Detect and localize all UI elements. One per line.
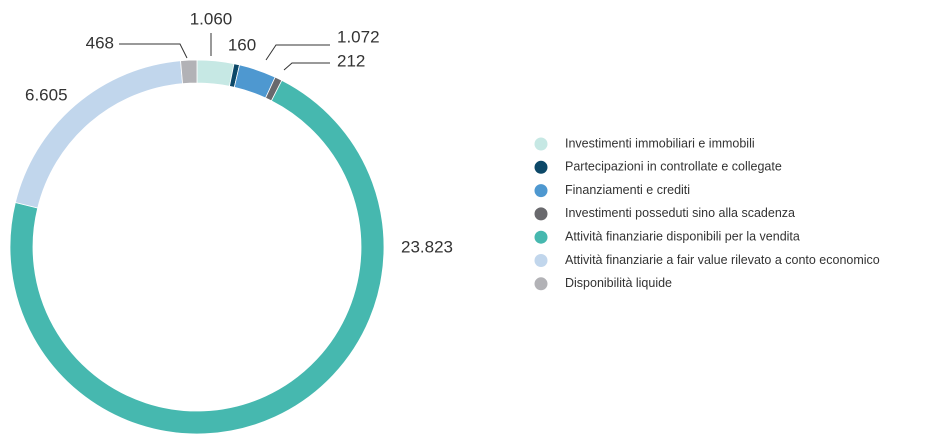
legend-label: Disponibilità liquide [565,276,672,290]
leader-line [283,62,330,71]
data-label: 160 [228,35,256,54]
legend-label: Attività finanziarie disponibili per la … [565,229,800,243]
donut-slice [9,79,385,435]
legend-marker [534,230,548,244]
data-label: 1.072 [337,27,380,46]
data-label: 1.060 [190,9,233,28]
legend-marker [534,207,548,221]
legend-label: Investimenti posseduti sino alla scadenz… [565,206,795,220]
leader-line [119,43,188,59]
legend-marker [534,254,548,267]
data-label: 212 [337,51,365,70]
legend-marker [534,160,548,174]
data-label: 23.823 [401,237,453,256]
legend-label: Partecipazioni in controllate e collegat… [565,160,782,174]
leader-line [265,44,330,61]
legend-label: Attività finanziarie a fair value rileva… [565,253,880,267]
legend-label: Investimenti immobiliari e immobili [565,136,755,150]
legend-marker [534,184,548,198]
legend-marker [534,137,548,151]
donut-slice [180,59,198,85]
legend-label: Finanziamenti e crediti [565,183,690,197]
data-label: 468 [86,33,114,52]
donut-slice [14,60,184,209]
legend-marker [534,277,548,291]
donut-slice [196,59,235,87]
data-label: 6.605 [25,85,68,104]
